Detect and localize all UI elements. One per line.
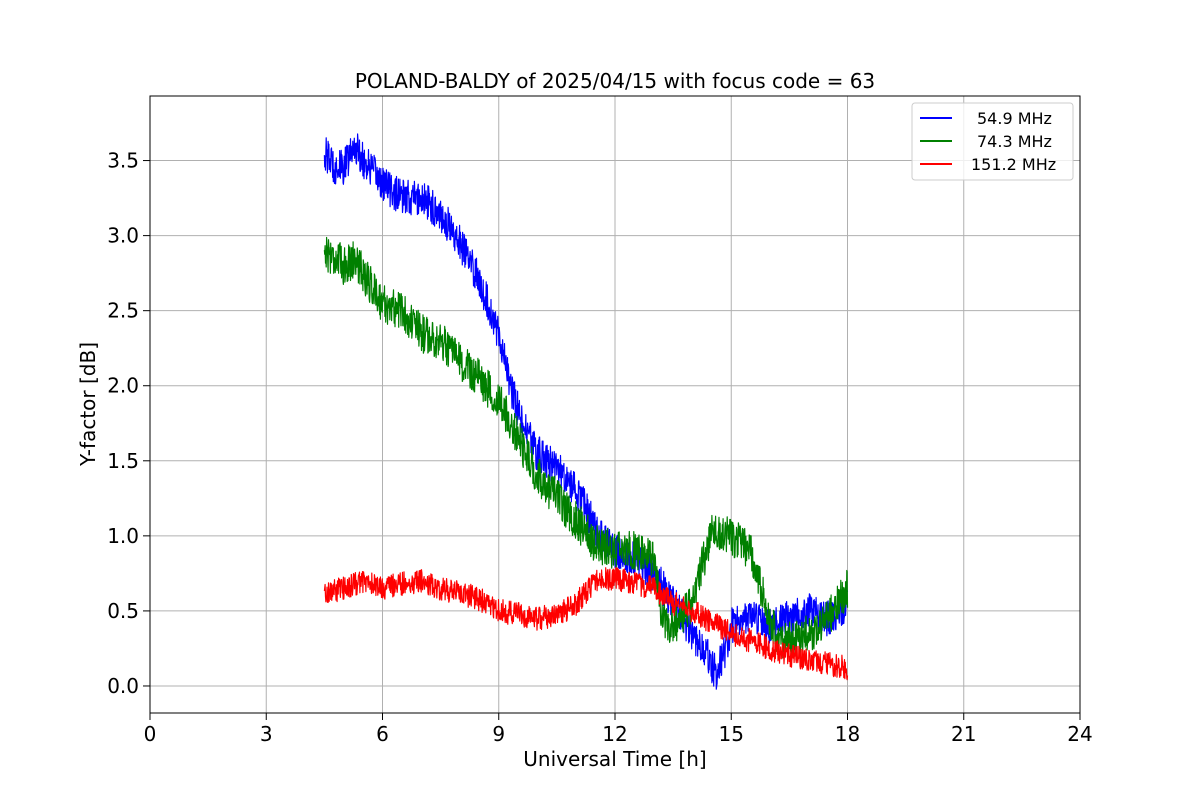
x-axis-label: Universal Time [h] [523,747,706,771]
legend: 54.9 MHz 74.3 MHz 151.2 MHz [911,102,1074,181]
y-tick-label: 2.5 [107,299,139,323]
x-tick-label: 12 [602,722,627,746]
x-tick-label: 21 [951,722,976,746]
x-tick-label: 9 [492,722,505,746]
legend-box [911,102,1074,181]
y-tick-label: 2.0 [107,374,139,398]
series-layer [323,133,849,690]
x-tick-label: 3 [260,722,273,746]
series-line-151-2-mhz [323,566,849,681]
x-tick-label: 24 [1067,722,1092,746]
legend-label-74-3-mhz: 74.3 MHz [977,132,1052,151]
chart-title: POLAND-BALDY of 2025/04/15 with focus co… [355,69,875,93]
series-line-74-3-mhz [323,236,849,660]
y-tick-label: 1.5 [107,449,139,473]
y-tick-label: 0.0 [107,674,139,698]
legend-label-151-2-mhz: 151.2 MHz [971,155,1056,174]
x-tick-label: 6 [376,722,389,746]
y-tick-label: 1.0 [107,524,139,548]
x-tick-label: 0 [144,722,157,746]
x-tick-label: 15 [719,722,744,746]
legend-label-54-9-mhz: 54.9 MHz [977,109,1052,128]
series-line-54-9-mhz [323,133,849,690]
x-tick-label: 18 [835,722,860,746]
y-tick-label: 3.5 [107,149,139,173]
ticks: 0 3 6 9 12 15 18 21 24 0.0 0.5 1.0 1.5 2.0 2.5 3.0 3.5 [107,149,1093,746]
y-tick-label: 0.5 [107,599,139,623]
y-tick-label: 3.0 [107,224,139,248]
y-axis-label: Y-factor [dB] [76,342,100,467]
